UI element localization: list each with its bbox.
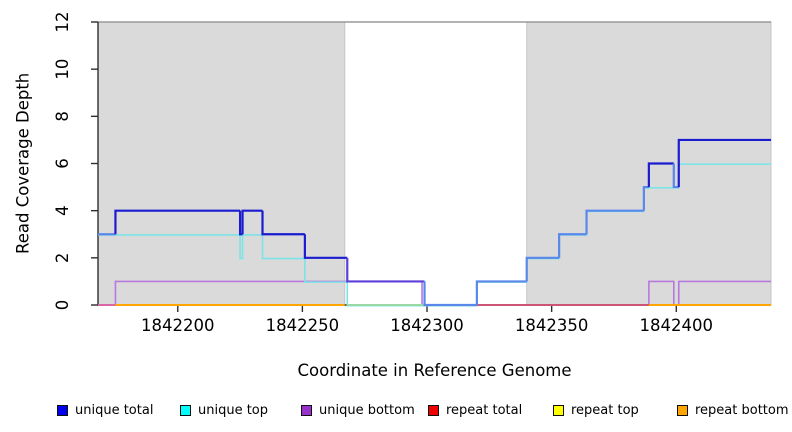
x-tick-label: 1842300: [390, 316, 464, 335]
y-tick-label: 0: [53, 300, 72, 311]
x-axis-title: Coordinate in Reference Genome: [297, 361, 572, 380]
legend-swatch-icon: [180, 404, 191, 416]
legend-item: unique total: [57, 398, 153, 422]
legend-label: unique bottom: [319, 402, 415, 418]
y-tick-label: 10: [53, 59, 72, 80]
x-tick-label: 1842400: [640, 316, 714, 335]
series-unique-bottom: [98, 280, 771, 306]
series-unique-total: [475, 280, 527, 305]
legend-item: unique top: [180, 398, 268, 422]
legend-swatch-icon: [301, 404, 312, 416]
y-tick-label: 6: [53, 158, 72, 169]
legend: unique total unique top unique bottom repea…: [0, 398, 792, 424]
legend-swatch-icon: [677, 404, 688, 416]
series-unique-total: [642, 185, 649, 211]
legend-label: repeat total: [446, 402, 523, 418]
legend-item: repeat total: [428, 398, 522, 422]
legend-swatch-icon: [553, 404, 564, 416]
y-tick-label: 12: [53, 12, 72, 33]
y-tick-label: 4: [53, 205, 72, 216]
legend-item: repeat top: [553, 398, 639, 422]
legend-label: repeat bottom: [695, 402, 789, 418]
series-unique-total: [114, 209, 241, 235]
y-tick-label: 2: [53, 253, 72, 264]
series-unique-total: [423, 281, 477, 307]
series-unique-total: [672, 163, 679, 189]
series-unique-total: [558, 233, 587, 258]
series-unique-total: [261, 210, 305, 236]
legend-swatch-icon: [428, 404, 439, 416]
x-tick-label: 1842350: [515, 316, 589, 335]
series-unique-total: [303, 234, 348, 259]
y-tick-label: 8: [53, 111, 72, 122]
legend-label: unique total: [75, 402, 154, 418]
series-unique-total: [585, 209, 644, 235]
legend-label: repeat top: [571, 402, 639, 418]
x-tick-label: 1842250: [266, 316, 340, 335]
series-unique-total: [346, 257, 425, 283]
legend-label: unique top: [198, 402, 269, 418]
series-unique-total: [525, 256, 560, 282]
x-tick-label: 1842200: [141, 316, 215, 335]
series-unique-total: [241, 209, 263, 235]
shaded-region: [97, 21, 346, 306]
series-unique-total: [677, 138, 771, 188]
legend-swatch-icon: [57, 404, 68, 416]
legend-item: unique bottom: [301, 398, 415, 422]
legend-item: repeat bottom: [677, 398, 789, 422]
series-unique-total: [647, 162, 674, 188]
